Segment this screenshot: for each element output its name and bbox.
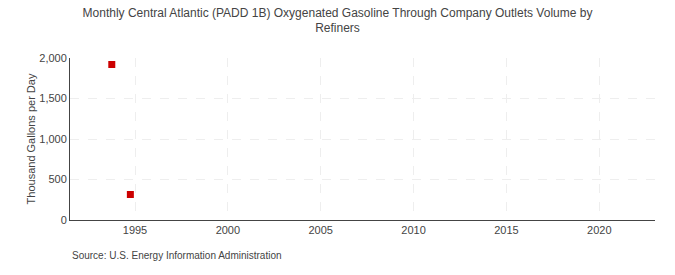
svg-text:Monthly Central Atlantic (PADD: Monthly Central Atlantic (PADD 1B) Oxyge…: [83, 6, 593, 36]
svg-text:0: 0: [61, 214, 67, 226]
svg-text:2010: 2010: [401, 224, 425, 236]
svg-text:1995: 1995: [123, 224, 147, 236]
svg-text:500: 500: [48, 173, 66, 185]
svg-text:2020: 2020: [587, 224, 611, 236]
svg-text:1,000: 1,000: [39, 133, 67, 145]
svg-text:Thousand Gallons per Day: Thousand Gallons per Day: [25, 73, 37, 204]
svg-text:2005: 2005: [308, 224, 332, 236]
svg-text:Source: U.S. Energy Informatio: Source: U.S. Energy Information Administ…: [72, 250, 282, 261]
svg-text:2000: 2000: [216, 224, 240, 236]
svg-text:2015: 2015: [494, 224, 518, 236]
svg-text:1,500: 1,500: [39, 92, 67, 104]
svg-text:2,000: 2,000: [39, 52, 67, 64]
